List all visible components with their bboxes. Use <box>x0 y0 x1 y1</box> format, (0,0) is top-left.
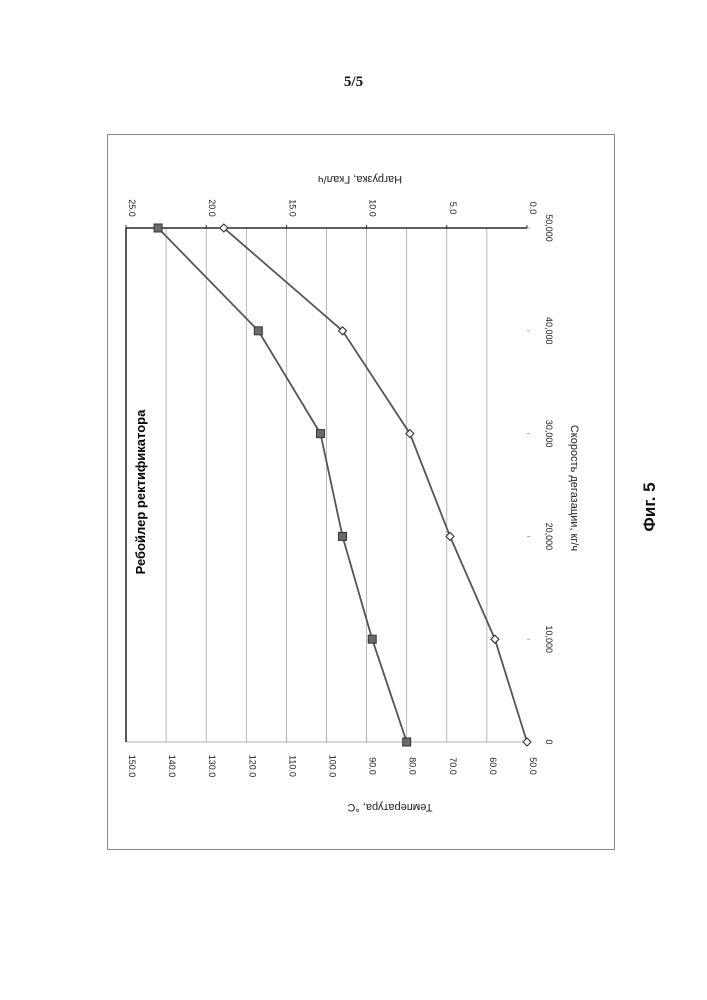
y-left-tick-label: 100.0 <box>328 755 338 778</box>
x-tick-label: 50,000 <box>544 214 554 242</box>
y-left-tick-label: 90.0 <box>368 757 378 775</box>
figure-caption: Фиг. 5 <box>640 482 660 531</box>
y-left-tick-label: 80.0 <box>408 757 418 775</box>
y-left-axis-label: Температура, °C <box>347 801 432 813</box>
series-1-marker <box>446 532 454 540</box>
y-right-tick-label: 0.0 <box>528 202 538 215</box>
y-right-axis-label: Нагрузка, Гкал/ч <box>318 173 402 185</box>
y-right-tick-label: 5.0 <box>448 202 458 215</box>
tick-labels: 50.0 60.0 70.0 80.0 90.0 100.0 110.0 120.0 130.0… <box>126 199 554 777</box>
gridlines <box>126 228 527 742</box>
y-right-tick-label: 15.0 <box>287 199 297 217</box>
y-left-tick-label: 150.0 <box>127 755 137 778</box>
y-left-tick-label: 110.0 <box>287 755 297 777</box>
y-left-tick-label: 120.0 <box>247 755 257 778</box>
y-right-tick-label: 20.0 <box>207 199 217 217</box>
y-left-tick-label: 50.0 <box>528 757 538 775</box>
series-0-marker <box>339 532 347 540</box>
y-left-tick-label: 60.0 <box>488 757 498 775</box>
y-right-tick-label: 10.0 <box>368 199 378 217</box>
series-0-line <box>158 228 407 742</box>
chart-title: Ребойлер ректификатора <box>133 409 148 574</box>
y-left-tick-label: 130.0 <box>207 755 217 778</box>
series-0-marker <box>154 224 162 232</box>
x-tick-label: 20,000 <box>544 523 554 551</box>
x-tick-label: 10,000 <box>544 625 554 653</box>
x-tick-label: 0 <box>544 739 554 744</box>
y-right-tick-label: 25.0 <box>127 199 137 217</box>
x-tick-label: 40,000 <box>544 317 554 345</box>
series-0-marker <box>316 430 324 438</box>
series-1-marker <box>523 738 531 746</box>
series <box>154 224 531 746</box>
series-0-marker <box>403 738 411 746</box>
series-0-marker <box>254 327 262 335</box>
series-1-marker <box>491 635 499 643</box>
y-left-tick-label: 140.0 <box>167 755 177 778</box>
x-tick-label: 30,000 <box>544 420 554 448</box>
x-axis-label: Скорость дегазации, кг/ч <box>568 425 580 551</box>
series-0-marker <box>368 635 376 643</box>
series-1-line <box>224 228 527 742</box>
y-left-tick-label: 70.0 <box>448 757 458 775</box>
